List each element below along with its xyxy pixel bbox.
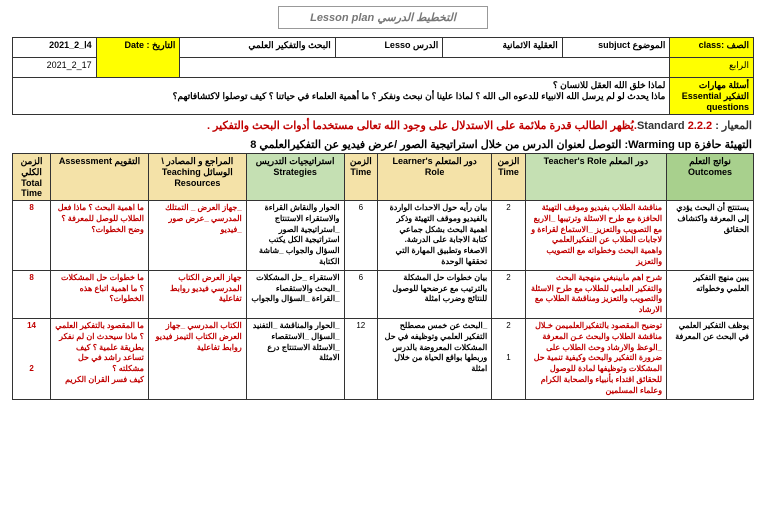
time1-2: 2 [492, 270, 526, 318]
total-2: 8 [13, 270, 51, 318]
strategies-2: الاستقراء _حل المشكلات _البحث والاستقصاء… [246, 270, 344, 318]
col-time1: الزمن Time [492, 154, 526, 201]
table-row: يبين منهج التفكير العلمي وخطواته شرح اهم… [13, 270, 754, 318]
total-3: 14 2 [13, 318, 51, 399]
assessment-3a: ما المقصود بالتفكير العلمي ؟ ماذا سيحدث … [55, 321, 144, 375]
time2-3: 12 [344, 318, 378, 399]
assessment-3b: كيف فسر القران الكريم [55, 375, 144, 386]
col-outcomes: نواتج التعلم Outcomes [667, 154, 754, 201]
time1-1: 2 [492, 201, 526, 271]
total-3b: 2 [17, 364, 46, 375]
learner-2: بيان خطوات حل المشكلة بالترتيب مع عرضحها… [378, 270, 492, 318]
total-3a: 14 [17, 321, 46, 332]
lesson-value: البحث والتفكير العلمي [180, 38, 335, 58]
lesson-label: الدرس Lesso [335, 38, 443, 58]
table-row: يوظف التفكير العلمي في البحث عن المعرفة … [13, 318, 754, 399]
date-label: التاريخ : Date [96, 38, 180, 78]
table-row: يستنتج أن البحث يؤدي إلى المعرفة واكتشاف… [13, 201, 754, 271]
strategies-1: الحوار والنقاش القراءة والاستقراء الاستن… [246, 201, 344, 271]
teacher-1: مناقشة الطلاب بفيديو وموقف التهيئة الحاف… [525, 201, 666, 271]
strategies-3: _الحوار والمناقشة _التفنيد _السؤال _الاس… [246, 318, 344, 399]
teacher-3: توضيح المقصود بالتفكيرالعلميمن خـلال منا… [525, 318, 666, 399]
warmup-label: التهيئة حافزة Warming up: [624, 139, 752, 151]
date-2: 17_2_2021 [13, 58, 97, 78]
eq-line1: لماذا خلق الله العقل للانسان ؟ [17, 80, 665, 91]
header-table: الصف :class الموضوع subjuct العقلية الائ… [12, 37, 754, 115]
col-strategies: استراتيجيات التدريس Strategies [246, 154, 344, 201]
assessment-2: ما خطوات حل المشكلات ؟ ما اهمية اتباع هذ… [51, 270, 149, 318]
col-learner: دور المتعلم Learner's Role [378, 154, 492, 201]
time1-3a: 2 [496, 321, 521, 332]
time2-2: 6 [344, 270, 378, 318]
learner-3: _البحث عن خمس مصطلح التفكير العلمي وتوظي… [378, 318, 492, 399]
lesson-table: نواتج التعلم Outcomes دور المعلم Teacher… [12, 153, 754, 400]
time2-1: 6 [344, 201, 378, 271]
outcome-3: يوظف التفكير العلمي في البحث عن المعرفة [667, 318, 754, 399]
assessment-1: ما اهمية البحث ؟ ماذا فعل الطلاب للوصل ل… [51, 201, 149, 271]
eq-line2: ماذا يحدث لو لم يرسل الله الانبياء للدعو… [17, 91, 665, 102]
outcome-2: يبين منهج التفكير العلمي وخطواته [667, 270, 754, 318]
time1-3: 2 1 [492, 318, 526, 399]
col-resources: المراجع و المصادر \ الوسائل Teaching Res… [148, 154, 246, 201]
col-assessment: التقويم Assessment [51, 154, 149, 201]
standard-row: المعيار : Standard 2.2.2.يُظهر الطالب قد… [12, 115, 754, 136]
eq-label: أسئلة مهارات التفكير Essential questions [670, 78, 754, 115]
col-teacher: دور المعلم Teacher's Role [525, 154, 666, 201]
class-label: الصف :class [670, 38, 754, 58]
learner-1: بيان رأيه حول الاحداث الواردة بالفيديو و… [378, 201, 492, 271]
warmup-row: التهيئة حافزة Warming up: التوصل لعنوان … [12, 136, 754, 153]
subject-value: العقلية الائمانية [443, 38, 563, 58]
col-time2: الزمن Time [344, 154, 378, 201]
assessment-3: ما المقصود بالتفكير العلمي ؟ ماذا سيحدث … [51, 318, 149, 399]
subject-label: الموضوع subjuct [562, 38, 670, 58]
teacher-2: شرح اهم مابينبغي منهجية البحث والتفكير ا… [525, 270, 666, 318]
resources-3: الكتاب المدرسي _جهاز العرض الكتاب التيمز… [148, 318, 246, 399]
class-value: الرابع [670, 58, 754, 78]
eq-text: لماذا خلق الله العقل للانسان ؟ ماذا يحدث… [13, 78, 670, 115]
resources-2: جهاز العرض الكتاب المدرسي فيديو روابط تف… [148, 270, 246, 318]
page-title: التخطيط الدرسي Lesson plan [278, 6, 488, 29]
outcome-1: يستنتج أن البحث يؤدي إلى المعرفة واكتشاف… [667, 201, 754, 271]
time1-3b: 1 [496, 353, 521, 364]
warmup-text: التوصل لعنوان الدرس من خلال استراتيجية ا… [250, 139, 621, 151]
total-1: 8 [13, 201, 51, 271]
resources-1: _جهاز العرض _ التمتلك المدرسي _عرض صور _… [148, 201, 246, 271]
date-1: 4ا_2_2021 [13, 38, 97, 58]
col-total: الزمن الكلي Total Time [13, 154, 51, 201]
